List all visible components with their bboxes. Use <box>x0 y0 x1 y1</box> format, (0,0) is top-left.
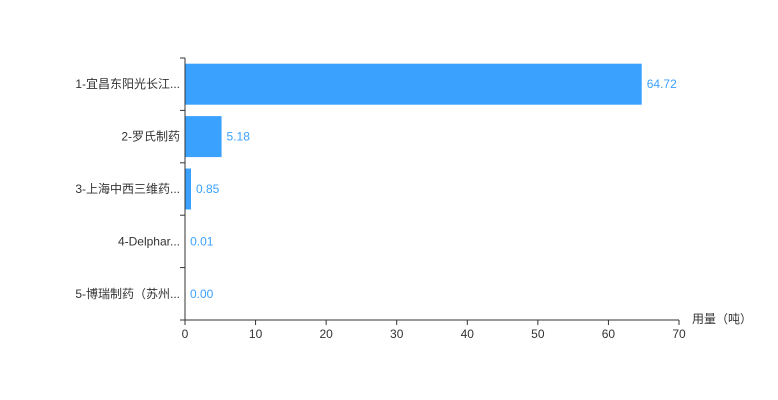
category-label: 1-宜昌东阳光长江... <box>75 76 180 91</box>
bar <box>185 168 191 210</box>
data-label: 64.72 <box>647 77 677 91</box>
category-label: 4-Delphar... <box>118 234 180 248</box>
x-tick-label: 60 <box>602 327 616 341</box>
x-tick-label: 70 <box>672 327 686 341</box>
data-label: 5.18 <box>227 130 251 144</box>
category-label: 3-上海中西三维药... <box>75 181 180 196</box>
data-label: 0.01 <box>190 234 214 248</box>
x-tick-label: 10 <box>249 327 263 341</box>
x-tick-label: 30 <box>390 327 404 341</box>
category-label: 2-罗氏制药 <box>121 130 180 144</box>
y-ticks-layer: 1-宜昌东阳光长江... 2-罗氏制药 3-上海中西三维药... 4-Delphar.… <box>75 57 185 321</box>
data-label: 0.00 <box>190 287 214 301</box>
bar <box>185 63 642 105</box>
bars-layer: 64.72 5.18 0.85 0.01 0.00 <box>185 63 677 301</box>
x-ticks-layer: 0 10 20 30 40 50 60 70 <box>182 320 686 341</box>
x-tick-label: 40 <box>461 327 475 341</box>
x-tick-label: 50 <box>531 327 545 341</box>
data-label: 0.85 <box>196 182 220 196</box>
x-axis-title: 用量（吨） <box>692 312 752 326</box>
bar <box>185 116 222 158</box>
x-tick-label: 0 <box>182 327 189 341</box>
x-tick-label: 20 <box>319 327 333 341</box>
category-label: 5-博瑞制药（苏州... <box>75 286 180 301</box>
